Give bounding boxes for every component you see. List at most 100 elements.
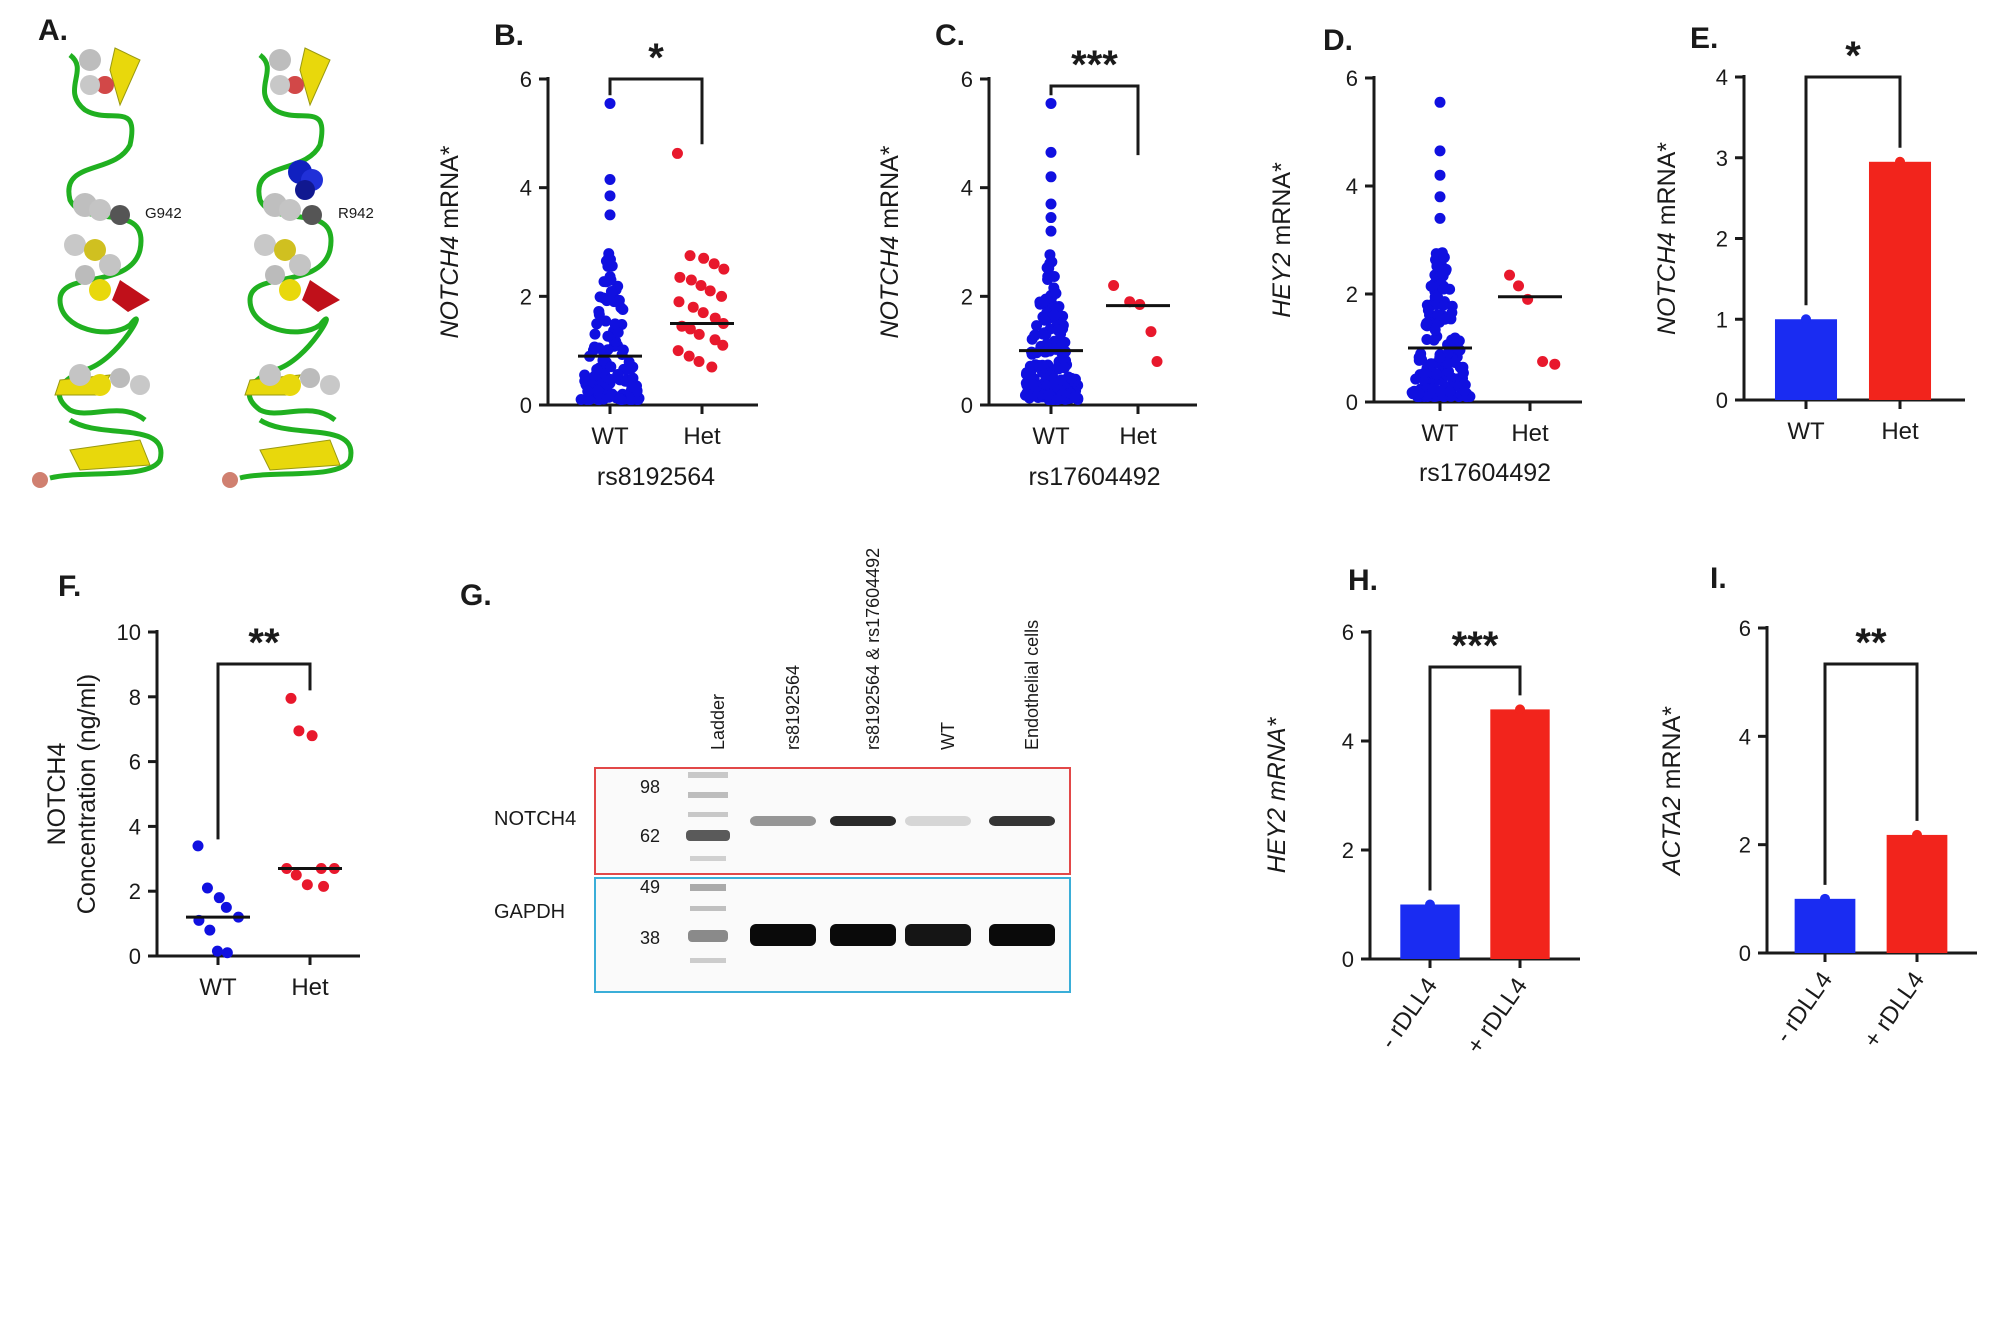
data-point-wt <box>1023 392 1035 404</box>
gapdh-row-label: GAPDH <box>494 901 565 923</box>
x-axis-title: rs17604492 <box>1419 459 1551 487</box>
y-axis-title: NOTCH4 mRNA* <box>1653 142 1681 335</box>
x-category-label: - rDLL4 <box>1375 973 1443 1054</box>
data-point-wt <box>1425 280 1437 292</box>
data-point-wt <box>1045 171 1057 183</box>
data-point-wt <box>1045 146 1057 158</box>
data-point-wt <box>623 356 635 368</box>
bar-point <box>1912 829 1922 840</box>
significance-bracket <box>1804 75 1902 306</box>
data-point-wt <box>1048 343 1060 355</box>
significance-label: * <box>1845 34 1861 78</box>
x-category-label: WT <box>1421 420 1459 447</box>
data-point-het <box>684 323 696 335</box>
data-point-wt <box>605 274 617 286</box>
x-category-label: Het <box>291 974 329 1001</box>
data-point-wt <box>1439 313 1451 325</box>
data-point-wt <box>1058 362 1070 374</box>
y-tick-label: 0 <box>520 393 532 418</box>
x-category-label: Het <box>1511 420 1549 447</box>
panel-label-d: D. <box>1323 24 1353 57</box>
x-category-label: Het <box>1881 418 1919 445</box>
data-point-wt <box>1050 287 1062 299</box>
data-point-wt <box>1442 357 1454 369</box>
y-tick-label: 4 <box>961 176 973 201</box>
y-tick-label: 1 <box>1716 307 1728 332</box>
data-point-wt <box>1434 191 1446 203</box>
x-category-label: WT <box>1787 418 1825 445</box>
data-point-wt <box>1446 300 1458 312</box>
data-point-het <box>285 692 297 704</box>
gapdh-marker-49: 49 <box>640 877 660 897</box>
data-point-het <box>318 880 330 892</box>
data-point-het <box>683 350 695 362</box>
data-point-wt <box>1432 291 1444 303</box>
data-point-wt <box>1434 212 1446 224</box>
data-point-wt <box>582 385 594 397</box>
y-axis-title: HEY2 mRNA* <box>1263 716 1291 873</box>
data-point-wt <box>1057 323 1069 335</box>
y-tick-label: 2 <box>1739 833 1751 858</box>
y-tick-label: 4 <box>1739 724 1751 749</box>
significance-bracket <box>1823 662 1919 885</box>
data-point-wt <box>1020 368 1032 380</box>
data-point-wt <box>201 882 213 894</box>
data-point-wt <box>1431 260 1443 272</box>
y-tick-label: 10 <box>117 620 141 645</box>
y-tick-label: 4 <box>1716 65 1728 90</box>
y-tick-label: 4 <box>1346 174 1358 199</box>
data-point-het <box>698 252 710 264</box>
notch4-ladder <box>686 772 730 861</box>
data-point-wt <box>604 209 616 221</box>
bar--rdll4 <box>1490 709 1550 959</box>
data-point-wt <box>1065 372 1077 384</box>
gapdh-bands <box>750 924 1055 946</box>
gapdh-ladder <box>688 884 728 963</box>
y-tick-label: 2 <box>1716 227 1728 252</box>
y-tick-label: 0 <box>1739 941 1751 966</box>
data-point-het <box>693 356 705 368</box>
data-point-het <box>716 290 728 302</box>
data-point-wt <box>600 315 612 327</box>
data-point-het <box>709 334 721 346</box>
data-point-wt <box>1029 329 1041 341</box>
band-lane-3 <box>905 924 971 946</box>
data-point-wt <box>604 373 616 385</box>
band-lane-2 <box>830 924 896 946</box>
bar-het <box>1868 161 1932 400</box>
data-point-wt <box>1437 283 1449 295</box>
y-tick-label: 2 <box>129 879 141 904</box>
lane-labels: Ladder rs8192564 rs8192564 & rs17604492 … <box>708 548 1042 750</box>
panel-a: A. G942 <box>32 14 374 488</box>
y-axis-title-line2: Concentration (ng/ml) <box>73 674 101 914</box>
significance-bracket <box>1428 665 1522 891</box>
data-point-wt <box>1434 169 1446 181</box>
data-point-het <box>673 296 685 308</box>
data-point-wt <box>1421 317 1433 329</box>
data-point-het <box>704 285 716 297</box>
x-category-label: WT <box>1032 423 1070 450</box>
data-point-wt <box>1036 359 1048 371</box>
notch4-row-label: NOTCH4 <box>494 808 576 830</box>
bar-point <box>1425 899 1435 910</box>
data-point-het <box>1504 269 1516 281</box>
panel-label-g: G. <box>460 579 492 612</box>
data-point-wt <box>602 330 614 342</box>
data-point-wt <box>614 393 626 405</box>
data-point-het <box>1145 326 1157 338</box>
data-point-het <box>306 730 318 742</box>
y-axis-title: HEY2 mRNA* <box>1268 162 1296 318</box>
significance-bracket <box>1049 84 1140 156</box>
significance-label: ** <box>248 621 280 665</box>
data-point-wt <box>612 327 624 339</box>
lane-label-double: rs8192564 & rs17604492 <box>863 548 883 750</box>
data-point-het <box>1151 356 1163 368</box>
data-point-wt <box>605 361 617 373</box>
data-point-wt <box>1056 338 1068 350</box>
data-point-wt <box>1434 351 1446 363</box>
y-axis-title: NOTCH4 mRNA* <box>436 145 464 338</box>
chart-panel-i: I. 0 2 4 6 - rDLL4 + rDLL4 ACTA2 mRNA* ** <box>1658 562 1977 1053</box>
gapdh-marker-38: 38 <box>640 928 660 948</box>
chart-panel-f: F. 0 2 4 6 8 10 WT Het NOTCH4 Concentration (ng/ml… <box>43 570 360 1001</box>
